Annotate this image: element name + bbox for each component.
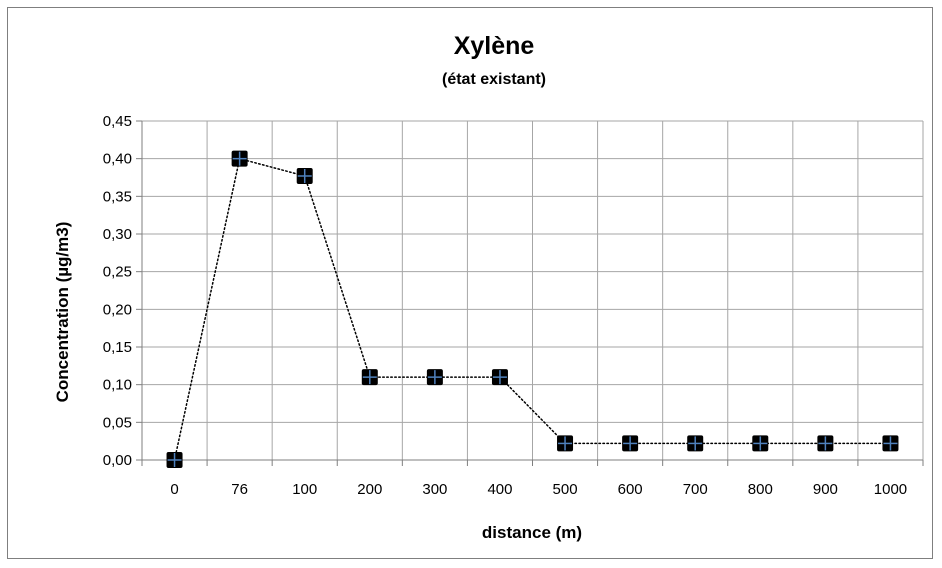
x-tick-label: 500 bbox=[553, 481, 578, 498]
data-point bbox=[622, 435, 639, 452]
data-point bbox=[166, 452, 183, 468]
tick-label-layer: 0,00 0,05 0,10 0,15 0,20 0,25 0,30 0,35 0,40 0,45… bbox=[103, 113, 907, 498]
x-tick-label: 600 bbox=[618, 481, 643, 498]
data-point bbox=[426, 369, 443, 386]
y-tick-label: 0,30 bbox=[103, 226, 132, 243]
y-tick-label: 0,05 bbox=[103, 414, 132, 431]
y-tick-label: 0,00 bbox=[103, 452, 132, 469]
data-point bbox=[491, 369, 508, 386]
chart-svg: Xylène (état existant) 0,000,050,100,150… bbox=[53, 32, 924, 542]
x-tick-label: 76 bbox=[231, 481, 248, 498]
series-line bbox=[173, 157, 892, 461]
y-tick-label: 0,15 bbox=[103, 339, 132, 356]
x-tick-label: 100 bbox=[292, 481, 317, 498]
data-point bbox=[817, 435, 834, 452]
y-tick-label: 0,45 bbox=[103, 113, 132, 130]
y-tick-label: 0,40 bbox=[103, 151, 132, 168]
y-tick-label: 0,10 bbox=[103, 377, 132, 394]
marker-layer bbox=[166, 150, 899, 468]
series-layer bbox=[173, 157, 892, 461]
data-point bbox=[687, 435, 704, 452]
data-point bbox=[557, 435, 574, 452]
chart-frame: Xylène (état existant) 0,00 0,05 0,10 0,15 0… bbox=[7, 7, 933, 559]
x-tick-label: 900 bbox=[813, 481, 838, 498]
data-point bbox=[882, 435, 899, 452]
x-axis-title: distance (m) bbox=[482, 523, 582, 542]
x-tick-label: 800 bbox=[748, 481, 773, 498]
data-point bbox=[296, 167, 313, 184]
x-tick-label: 400 bbox=[487, 481, 512, 498]
data-point bbox=[361, 369, 378, 386]
grid-layer bbox=[142, 120, 924, 460]
x-tick-label: 700 bbox=[683, 481, 708, 498]
data-point bbox=[752, 435, 769, 452]
axis-layer bbox=[136, 120, 924, 466]
y-axis-title: Concentration (µg/m3) bbox=[53, 222, 72, 403]
y-tick-label: 0,35 bbox=[103, 188, 132, 205]
x-tick-label: 0 bbox=[170, 481, 178, 498]
y-tick-label: 0,20 bbox=[103, 301, 132, 318]
chart-subtitle: (état existant) bbox=[442, 71, 546, 88]
x-tick-label: 1000 bbox=[874, 481, 907, 498]
y-tick-label: 0,25 bbox=[103, 264, 132, 281]
x-tick-label: 300 bbox=[422, 481, 447, 498]
x-tick-label: 200 bbox=[357, 481, 382, 498]
data-point bbox=[231, 150, 248, 167]
chart-title: Xylène bbox=[454, 32, 535, 60]
